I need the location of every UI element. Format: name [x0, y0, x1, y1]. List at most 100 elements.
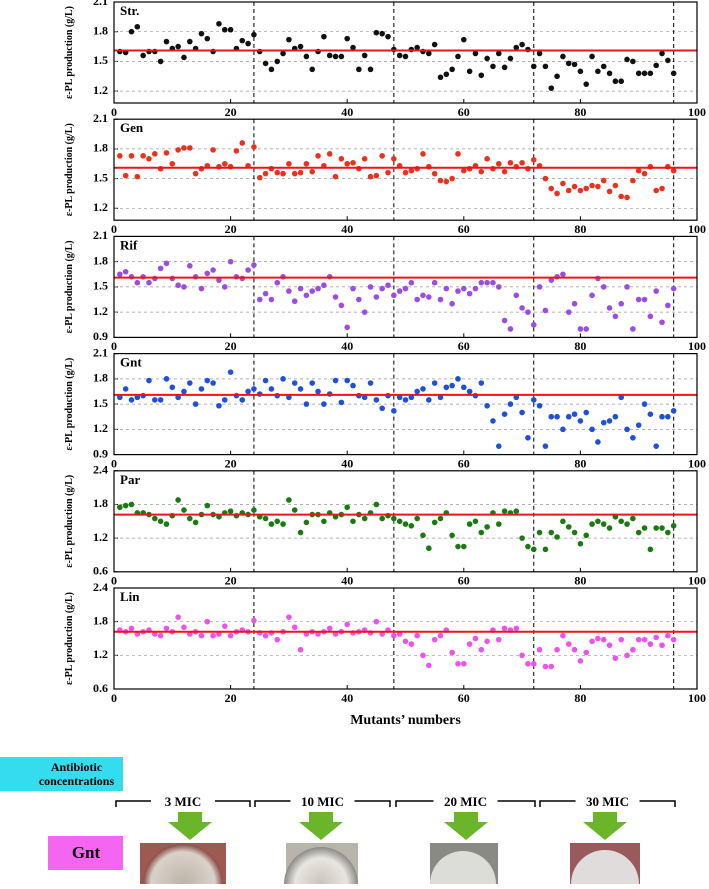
point — [274, 279, 281, 286]
point — [157, 632, 164, 639]
point — [519, 305, 525, 311]
point — [519, 41, 525, 48]
point — [350, 159, 356, 166]
point — [303, 401, 310, 407]
point — [181, 284, 187, 290]
point — [461, 660, 467, 667]
point — [630, 58, 636, 65]
point — [542, 443, 549, 449]
x-tick-label: 80 — [574, 574, 586, 588]
point — [536, 284, 543, 290]
point — [385, 33, 391, 40]
point — [163, 376, 170, 382]
point — [431, 41, 438, 48]
y-tick-label: 1.8 — [93, 371, 108, 385]
point — [495, 636, 502, 643]
point — [245, 267, 251, 273]
point — [536, 646, 543, 653]
point — [297, 169, 304, 176]
point — [134, 23, 141, 30]
point — [647, 411, 654, 418]
x-tick-label: 40 — [341, 574, 353, 588]
point — [338, 156, 345, 162]
frame — [113, 118, 698, 221]
point — [472, 635, 479, 642]
point — [373, 618, 380, 625]
point — [548, 277, 555, 283]
group-label: 3 MIC — [165, 794, 201, 809]
point — [443, 71, 450, 78]
point — [128, 397, 135, 403]
bracket-line — [115, 800, 251, 807]
point — [635, 636, 642, 643]
point — [268, 386, 275, 392]
point — [455, 376, 461, 382]
point — [659, 50, 665, 57]
point — [361, 156, 368, 162]
point — [501, 64, 508, 71]
x-tick-label: 60 — [458, 691, 470, 705]
x-tick-label: 0 — [111, 691, 117, 705]
point — [157, 518, 164, 525]
point — [128, 153, 135, 159]
point — [157, 265, 164, 272]
bracket-line — [254, 800, 391, 807]
point — [402, 169, 409, 176]
point — [350, 285, 356, 292]
point — [391, 408, 397, 414]
point — [251, 617, 257, 624]
point — [204, 35, 211, 42]
point — [367, 66, 374, 73]
point — [268, 296, 275, 303]
point — [466, 290, 473, 297]
point — [169, 160, 176, 167]
point — [443, 178, 450, 185]
point — [379, 153, 385, 159]
point — [338, 302, 345, 309]
point — [245, 388, 251, 395]
point — [618, 394, 625, 401]
point — [600, 63, 607, 70]
bracket: 10 MIC — [254, 794, 391, 809]
point — [344, 504, 351, 511]
arrows — [168, 812, 627, 840]
point — [554, 73, 560, 80]
point — [221, 284, 228, 290]
point — [280, 521, 286, 527]
point — [373, 397, 380, 403]
point — [589, 521, 595, 527]
point — [653, 525, 659, 531]
point — [665, 57, 671, 64]
point — [175, 282, 181, 289]
point — [332, 294, 339, 300]
point — [507, 401, 514, 407]
point — [391, 515, 397, 522]
point — [291, 507, 298, 513]
y-tick-label: 1.2 — [93, 83, 108, 97]
point — [630, 434, 636, 441]
point — [414, 632, 420, 639]
point — [163, 38, 170, 45]
point — [216, 277, 222, 283]
point — [431, 279, 438, 286]
point — [595, 183, 601, 190]
point — [338, 53, 345, 60]
point — [426, 294, 432, 300]
point — [379, 405, 385, 412]
point — [402, 638, 409, 645]
point — [420, 386, 426, 392]
point — [134, 394, 141, 401]
point — [536, 50, 543, 57]
point — [647, 70, 654, 77]
point — [507, 159, 514, 166]
point — [577, 326, 584, 332]
y-tick-label: 2.1 — [93, 111, 108, 125]
x-tick-label: 40 — [341, 339, 353, 353]
point — [186, 263, 193, 269]
point — [396, 518, 403, 525]
frame — [113, 1, 698, 104]
point — [501, 317, 508, 324]
arrow — [444, 812, 488, 840]
point — [565, 413, 572, 420]
point — [548, 85, 555, 91]
